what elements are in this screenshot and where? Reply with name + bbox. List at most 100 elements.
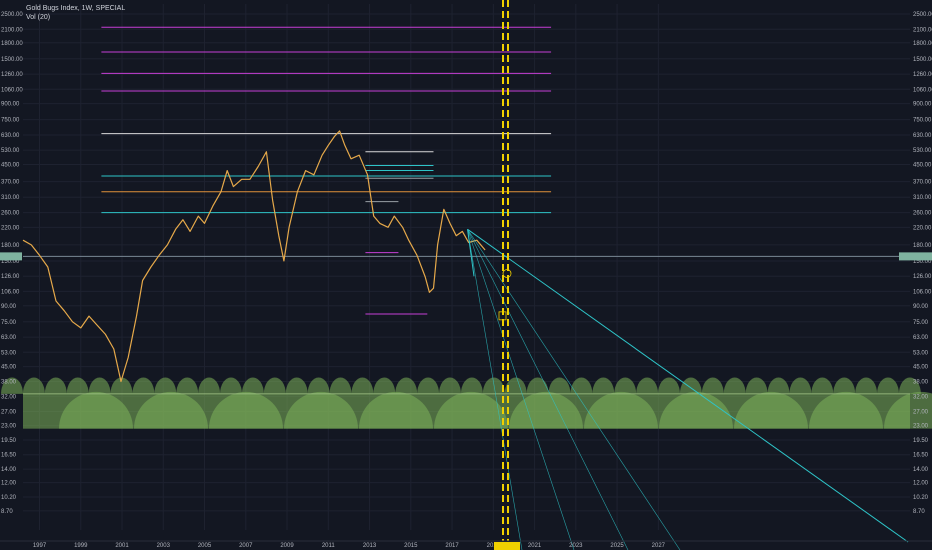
x-axis-tick: 2013 (363, 543, 377, 549)
cycle-arc-small (570, 377, 593, 394)
cycle-arc-small (373, 377, 396, 394)
cycle-arc-large (59, 391, 133, 429)
y-axis-tick-right: 38.00 (913, 379, 929, 385)
cycle-arc-small (877, 377, 899, 394)
cycle-arc-small (417, 377, 440, 394)
price-tag-right (899, 252, 932, 261)
y-axis-tick-right: 180.00 (913, 243, 932, 249)
cycle-arc-small (198, 377, 221, 394)
y-axis-tick-right: 27.00 (913, 409, 929, 415)
y-axis-tick-left: 38.00 (1, 379, 17, 385)
cycle-arc-small (22, 377, 45, 394)
y-axis-tick-left: 370.00 (1, 180, 20, 186)
cycle-arc-small (1, 377, 23, 394)
x-axis-highlight-tag (494, 542, 520, 550)
y-axis-tick-right: 75.00 (913, 320, 929, 326)
cycle-arc-small (241, 377, 264, 394)
x-axis-tick: 2019 (487, 543, 501, 549)
y-axis-tick-right: 106.00 (913, 289, 932, 295)
y-axis-tick-right: 45.00 (913, 365, 929, 371)
y-axis-tick-left: 16.50 (1, 453, 17, 459)
y-axis-tick-left: 10.20 (1, 495, 17, 501)
y-axis-tick-left: 530.00 (1, 148, 20, 154)
cycle-arc-small (548, 377, 571, 394)
x-axis-tick: 2007 (239, 543, 253, 549)
cycle-arc-small (811, 377, 834, 394)
cycle-arc-small (110, 377, 133, 394)
y-axis-tick-right: 530.00 (913, 148, 932, 154)
cycle-arc-small (855, 377, 878, 394)
y-axis-tick-left: 75.00 (1, 320, 17, 326)
cycle-arc-large (284, 391, 358, 429)
x-axis-tick: 1997 (33, 543, 47, 549)
x-axis-tick: 2011 (322, 543, 336, 549)
y-axis-tick-right: 220.00 (913, 225, 932, 231)
y-axis-tick-left: 450.00 (1, 162, 20, 168)
y-axis-tick-left: 180.00 (1, 243, 20, 249)
y-axis-tick-right: 310.00 (913, 195, 932, 201)
y-axis-tick-left: 8.70 (1, 509, 13, 515)
y-axis-tick-right: 126.00 (913, 274, 932, 280)
cycle-arc-small (701, 377, 724, 394)
y-axis-tick-right: 16.50 (913, 453, 929, 459)
y-axis-tick-left: 12.00 (1, 481, 17, 487)
cycle-arc-small (614, 377, 637, 394)
cycle-arc-large (434, 391, 508, 429)
y-axis-tick-right: 32.00 (913, 395, 929, 401)
y-axis-tick-left: 150.00 (1, 259, 20, 265)
cycle-arc-small (66, 377, 89, 394)
fan-line (467, 229, 681, 550)
price-tag-left (0, 252, 22, 261)
y-axis-tick-right: 53.00 (913, 350, 929, 356)
cycle-arc-small (723, 377, 746, 394)
y-axis-tick-left: 750.00 (1, 118, 20, 124)
cycle-arc-large (884, 391, 932, 429)
chart-legend: Gold Bugs Index, 1W, SPECIAL Vol (20) (26, 4, 125, 22)
cycle-arc-small (636, 377, 659, 394)
x-axis-tick: 2027 (652, 543, 666, 549)
y-axis-tick-left: 2500.00 (1, 12, 23, 18)
y-axis-tick-left: 106.00 (1, 289, 20, 295)
cycle-arc-small (526, 377, 549, 394)
y-axis-tick-left: 1500.00 (1, 57, 23, 63)
y-axis-tick-right: 1060.00 (913, 87, 932, 93)
cycle-arc-small (88, 377, 111, 394)
fan-line (467, 228, 909, 543)
y-axis-tick-left: 2100.00 (1, 27, 23, 33)
cycle-arc-small (767, 377, 790, 394)
y-axis-tick-right: 8.70 (913, 509, 925, 515)
y-axis-tick-right: 90.00 (913, 304, 929, 310)
y-axis-tick-right: 63.00 (913, 335, 929, 341)
cycle-arc-small (307, 377, 330, 394)
y-axis-tick-left: 23.00 (1, 424, 17, 430)
y-axis-tick-left: 63.00 (1, 335, 17, 341)
cycle-arc-small (154, 377, 177, 394)
y-axis-tick-right: 900.00 (913, 102, 932, 108)
cycle-arc-large (134, 391, 208, 429)
y-axis-tick-left: 53.00 (1, 350, 17, 356)
cycle-arc-small (329, 377, 352, 394)
cycle-arc-small (504, 377, 527, 394)
cycle-arc-small (220, 377, 242, 394)
cycle-arc-small (439, 377, 461, 394)
y-axis-tick-left: 220.00 (1, 225, 20, 231)
y-axis-tick-right: 750.00 (913, 118, 932, 124)
legend-volume: Vol (20) (26, 14, 51, 21)
fan-line-short (467, 229, 475, 277)
cycle-arc-small (833, 377, 856, 394)
y-axis-tick-right: 1500.00 (913, 57, 932, 63)
cycle-arc-small (132, 377, 155, 394)
y-axis-tick-left: 1260.00 (1, 72, 23, 78)
x-axis-tick: 2009 (280, 543, 294, 549)
y-axis-tick-left: 310.00 (1, 195, 20, 201)
y-axis-tick-right: 630.00 (913, 133, 932, 139)
cycle-arc-small (285, 377, 308, 394)
y-axis-tick-right: 12.00 (913, 481, 929, 487)
x-axis-tick: 2025 (610, 543, 624, 549)
cycle-arc-small (679, 377, 702, 394)
cycle-arc-small (898, 377, 921, 394)
cycle-arc-large (734, 391, 808, 429)
cycle-arc-large (809, 391, 883, 429)
y-axis-tick-left: 1800.00 (1, 41, 23, 47)
